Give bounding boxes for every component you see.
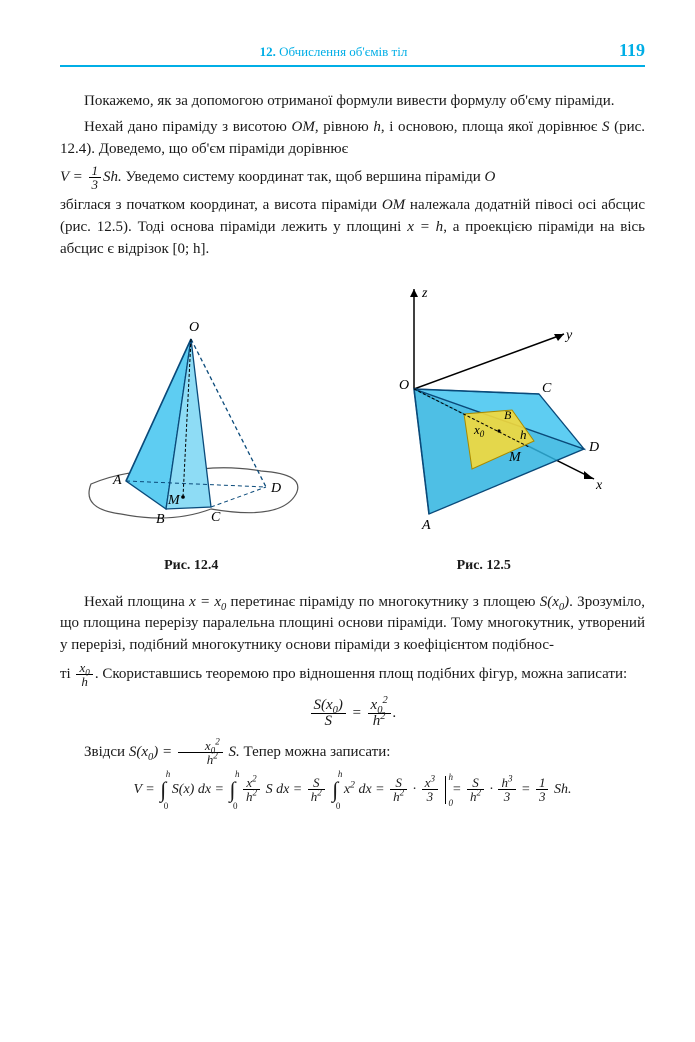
paragraph-3b: збіглася з початком координат, а висота … [60, 195, 645, 260]
formula-volume: V = 13Sh. [60, 169, 122, 185]
page: 12. Обчислення об'ємів тіл 119 Покажемо,… [0, 0, 695, 1042]
Sx0: S(x0) [540, 594, 569, 610]
caption-row: Рис. 12.4 Рис. 12.5 [60, 552, 645, 574]
label-D2: D [588, 440, 599, 455]
caption-12-5: Рис. 12.5 [334, 558, 634, 574]
label-x: x [595, 478, 603, 493]
interval: [0; h]. [173, 241, 210, 257]
Sx0-eq: S(x0) = x02h2 S. [129, 744, 240, 760]
paragraph-2: Нехай дано піраміду з висотою OM, рівною… [60, 117, 645, 161]
figure-12-4: O A B C D M [71, 309, 311, 544]
paragraph-1: Покажемо, як за допомогою отриманої форм… [60, 91, 645, 113]
eq-xh: x = h [407, 219, 443, 235]
paragraph-3: V = 13Sh. Уведемо систему координат так,… [60, 164, 645, 191]
display-formula-integral: V = ∫h0 S(x) dx = ∫h0 x2h2 S dx = Sh2 ∫h… [60, 776, 645, 804]
pyramid-diagram-1: O A B C D M [71, 309, 311, 539]
section-number: 12. [260, 44, 276, 59]
frac-x0h: x0h [74, 666, 94, 682]
label-O2: O [399, 378, 409, 393]
figure-12-5: z y x [334, 279, 634, 544]
var-O: O [485, 169, 496, 185]
pyramid-diagram-2: z y x [334, 279, 634, 539]
page-number: 119 [619, 40, 645, 61]
running-header: 12. Обчислення об'ємів тіл 119 [60, 40, 645, 67]
paragraph-6: Звідси S(x0) = x02h2 S. Тепер можна запи… [60, 739, 645, 766]
header-title: 12. Обчислення об'ємів тіл [60, 44, 607, 60]
label-M: M [167, 493, 181, 508]
label-A: A [112, 473, 122, 488]
var-h: h [373, 119, 381, 135]
label-B: B [156, 512, 165, 527]
label-B2: B [504, 408, 512, 422]
section-title: Обчислення об'ємів тіл [279, 44, 407, 59]
label-z: z [421, 286, 428, 301]
label-O: O [189, 320, 199, 335]
label-h: h [520, 427, 527, 442]
paragraph-5: ті x0h. Скориставшись теоремою про відно… [60, 661, 645, 688]
label-M2: M [508, 450, 522, 465]
label-D: D [270, 481, 281, 496]
figures-row: O A B C D M z y x [60, 279, 645, 544]
var-OM2: OM [382, 197, 405, 213]
label-A2: A [421, 518, 431, 533]
paragraph-4: Нехай площина x = x0 перетинає піраміду … [60, 592, 645, 657]
label-C2: C [542, 381, 552, 396]
eq-xx0: x = x0 [189, 594, 226, 610]
var-OM: OM [291, 119, 314, 135]
label-y: y [564, 328, 573, 343]
caption-12-4: Рис. 12.4 [71, 558, 311, 574]
display-formula-ratio: S(x0)S = x02h2. [60, 698, 645, 729]
label-C: C [211, 510, 221, 525]
